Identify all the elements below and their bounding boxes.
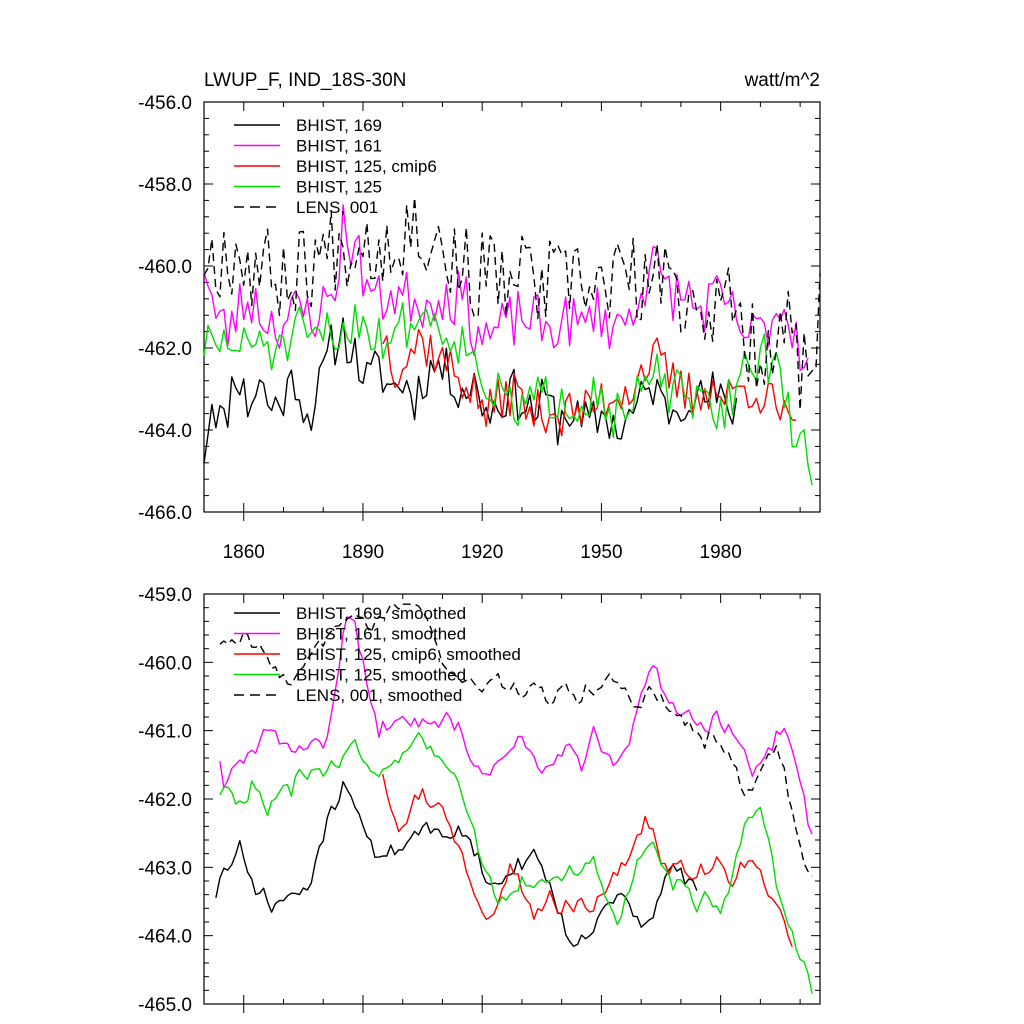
- series-line-bhist-161-smoothed: [219, 616, 813, 835]
- units-label: watt/m^2: [744, 70, 820, 91]
- legend-label: BHIST, 161: [296, 137, 382, 156]
- bottom-panel: -459.0 -460.0 -461.0 -462.0 -463.0 -464.0 -465…: [138, 585, 821, 1016]
- series-line-bhist-125-smoothed: [219, 731, 813, 994]
- y-tick-label: -462.0: [138, 339, 192, 360]
- series-line-bhist-161: [203, 204, 809, 371]
- y-tick-label: -460.0: [138, 257, 192, 278]
- legend-label: BHIST, 125: [296, 178, 382, 197]
- series-line-lens-001-smoothed: [219, 603, 813, 877]
- x-tick-label: 1890: [342, 542, 384, 563]
- y-tick-label: -460.0: [138, 653, 192, 674]
- y-tick-label: -464.0: [138, 421, 192, 442]
- legend-label: BHIST, 125, cmip6, smoothed: [296, 645, 521, 664]
- x-tick-label: 1980: [700, 542, 742, 563]
- y-tick-label: -464.0: [138, 927, 192, 948]
- legend-label: BHIST, 169: [296, 116, 382, 135]
- x-tick-label: 1920: [461, 542, 503, 563]
- legend-label: LENS, 001, smoothed: [296, 686, 462, 705]
- y-tick-label: -456.0: [138, 93, 192, 114]
- series-line-bhist-125-cmip6: [382, 328, 797, 437]
- top-panel: -456.0 -458.0 -460.0 -462.0 -464.0 -466.0 1860…: [138, 93, 821, 563]
- series-line-bhist-125-cmip6-smoothed: [382, 773, 793, 947]
- x-tick-label: 1950: [580, 542, 622, 563]
- y-tick-label: -459.0: [138, 585, 192, 606]
- series-line-bhist-125: [203, 302, 813, 486]
- series-line-bhist-169-smoothed: [215, 781, 698, 947]
- y-tick-label: -462.0: [138, 790, 192, 811]
- y-tick-label: -465.0: [138, 995, 192, 1016]
- chart-title: LWUP_F, IND_18S-30N: [204, 70, 406, 91]
- series-line-bhist-169: [203, 317, 738, 464]
- x-tick-label: 1860: [223, 542, 265, 563]
- y-tick-label: -463.0: [138, 858, 192, 879]
- legend-label: BHIST, 161, smoothed: [296, 625, 466, 644]
- legend-label: LENS, 001: [296, 198, 378, 217]
- y-tick-label: -466.0: [138, 503, 192, 524]
- plot-frame: [203, 101, 821, 513]
- y-tick-label: -458.0: [138, 175, 192, 196]
- y-tick-label: -461.0: [138, 722, 192, 743]
- legend-label: BHIST, 125, cmip6: [296, 157, 437, 176]
- series-line-lens-001: [203, 196, 821, 411]
- legend-label: BHIST, 169, smoothed: [296, 604, 466, 623]
- legend-label: BHIST, 125, smoothed: [296, 666, 466, 685]
